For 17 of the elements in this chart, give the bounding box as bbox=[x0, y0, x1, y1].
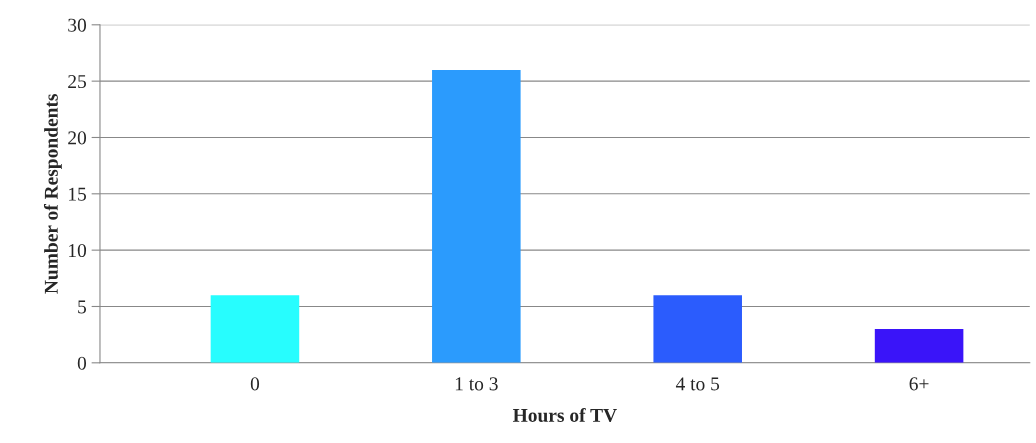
bar bbox=[210, 295, 300, 363]
x-tick-label: 6+ bbox=[909, 377, 929, 391]
bar bbox=[432, 69, 521, 363]
y-tick-label: 20 bbox=[68, 131, 87, 145]
x-tick-label: 4 to 5 bbox=[675, 377, 720, 391]
y-tick-label: 30 bbox=[68, 18, 87, 32]
bar bbox=[653, 295, 742, 363]
y-tick-label: 0 bbox=[77, 356, 87, 370]
y-tick-label: 15 bbox=[69, 187, 87, 201]
x-axis-title: Hours of TV bbox=[512, 408, 617, 423]
y-axis-title: Number of Respondents bbox=[43, 93, 62, 294]
y-tick-label: 10 bbox=[69, 243, 87, 258]
x-tick-label: 0 bbox=[250, 377, 260, 391]
bar bbox=[874, 329, 964, 363]
y-tick-label: 25 bbox=[68, 75, 87, 89]
x-tick-label: 1 to 3 bbox=[455, 377, 498, 391]
y-tick-label: 5 bbox=[78, 300, 87, 314]
